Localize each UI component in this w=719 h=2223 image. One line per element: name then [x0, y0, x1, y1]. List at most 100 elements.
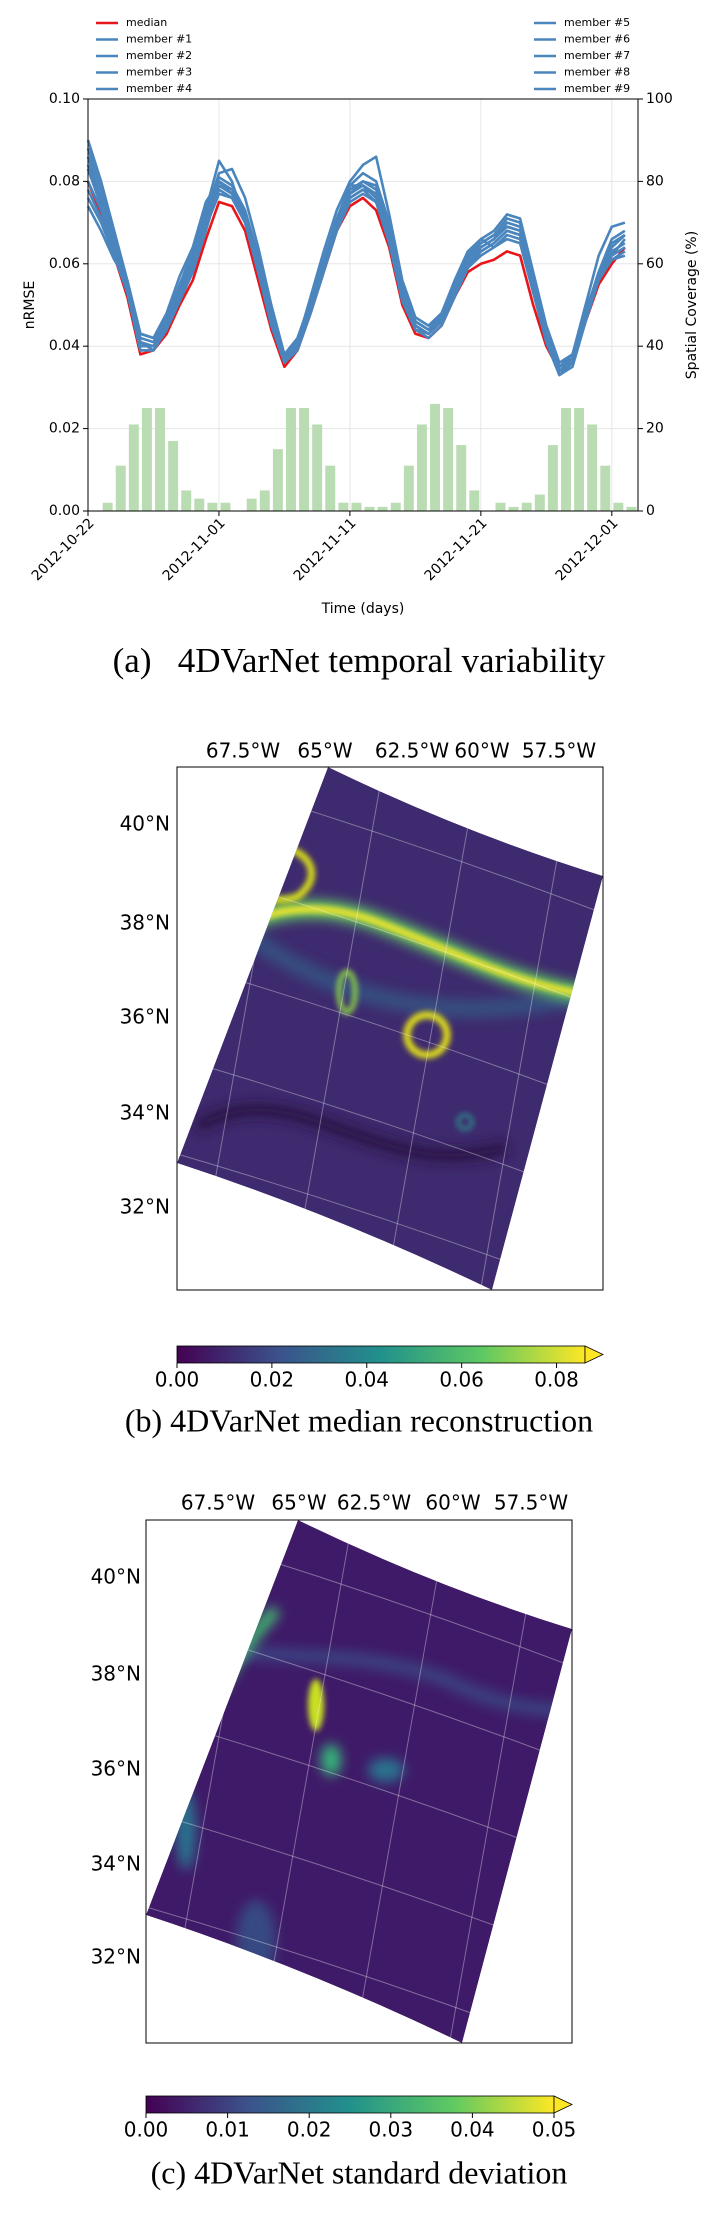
y-tick-label: 0.02 [49, 421, 80, 437]
line [86, 180, 626, 373]
spot [308, 1679, 324, 1731]
bar [495, 502, 506, 511]
graticule [286, 746, 388, 1311]
x-tick-label: 2012-11-01 [160, 515, 229, 584]
bar [102, 502, 113, 511]
colorbar-tick-label: 0.01 [205, 2118, 250, 2142]
bar [246, 498, 257, 511]
colorbar-tick-label: 0.04 [450, 2118, 495, 2142]
bar [456, 445, 467, 511]
plot-frame [87, 98, 639, 512]
lat-label: 40°N [91, 1565, 141, 1589]
lat-label: 36°N [91, 1757, 141, 1781]
lon-label: 60°W [425, 1491, 480, 1515]
caption: (c) 4DVarNet standard deviation [151, 2154, 568, 2190]
lon-label: 65°W [271, 1491, 326, 1515]
legend-label: member #7 [564, 49, 630, 62]
bar [390, 502, 401, 511]
colorbar [145, 2095, 555, 2114]
y-tick-label: 0.10 [49, 91, 80, 107]
texture [193, 1102, 510, 1163]
bar [299, 408, 310, 511]
lat-label: 32°N [91, 1945, 141, 1969]
bar [338, 502, 349, 511]
lon-label: 62.5°W [337, 1491, 412, 1515]
bar [469, 490, 480, 511]
graticule [135, 1903, 583, 2055]
bar [364, 506, 375, 511]
graticule [135, 1999, 583, 2151]
map-frame [145, 1519, 573, 2044]
bar [443, 408, 454, 511]
bar [325, 465, 336, 511]
bar [561, 408, 571, 511]
line [86, 139, 626, 364]
legend-label: member #1 [126, 33, 192, 46]
y2-axis-label: Spatial Coverage (%) [684, 231, 700, 379]
y2-tick-label: 40 [646, 338, 664, 354]
graticule [166, 958, 614, 1110]
bar [534, 494, 545, 511]
map-frame [176, 766, 604, 1291]
texture [225, 1643, 572, 1717]
lat-label: 36°N [120, 1005, 170, 1029]
line [86, 184, 626, 373]
caption: (b) 4DVarNet median reconstruction [125, 1402, 593, 1438]
bar [547, 445, 558, 511]
lon-label: 65°W [297, 739, 352, 763]
graticule [166, 766, 614, 918]
graticule [166, 1054, 614, 1206]
graticule [96, 746, 198, 1311]
x-tick-label: 2012-11-11 [291, 515, 360, 584]
spot [176, 1790, 196, 1870]
bar [181, 490, 192, 511]
graticule [166, 1246, 614, 1398]
colorbar-extend [584, 1345, 604, 1364]
bar [115, 465, 126, 511]
graticule [166, 1150, 614, 1302]
y2-tick-label: 0 [646, 503, 655, 519]
legend-label: member #6 [564, 33, 630, 46]
bar [351, 502, 362, 511]
colorbar-tick-label: 0.08 [534, 1368, 579, 1392]
y-axis-label: nRMSE [22, 281, 38, 329]
graticule [135, 1615, 583, 1767]
map-field [146, 1520, 572, 2043]
legend-label: member #8 [564, 66, 630, 79]
graticule [445, 1499, 547, 2064]
bar [128, 424, 139, 511]
lon-label: 67.5°W [206, 739, 281, 763]
bar [600, 465, 611, 511]
lat-label: 34°N [120, 1101, 170, 1125]
legend-label: member #4 [126, 82, 192, 95]
bar [155, 408, 165, 511]
graticule [255, 1499, 357, 2064]
y2-tick-label: 80 [646, 173, 664, 189]
bar [220, 502, 231, 511]
colorbar-tick-label: 0.02 [287, 2118, 332, 2142]
spot [368, 1758, 404, 1782]
colorbar-tick-label: 0.00 [124, 2118, 169, 2142]
y-tick-label: 0.06 [49, 256, 80, 272]
bar [626, 506, 637, 511]
lat-label: 38°N [120, 911, 170, 935]
lon-label: 67.5°W [181, 1491, 256, 1515]
graticule [476, 746, 578, 1311]
graticule [160, 1499, 262, 2064]
x-tick-label: 2012-10-22 [29, 515, 98, 584]
colorbar-tick-label: 0.02 [250, 1368, 295, 1392]
graticule [135, 1807, 583, 1959]
bar [207, 502, 218, 511]
bar [272, 449, 283, 511]
x-tick-label: 2012-11-21 [422, 515, 491, 584]
eddy [336, 969, 358, 1015]
x-tick-label: 2012-12-01 [553, 515, 622, 584]
graticule [166, 862, 614, 1014]
graticule [135, 1711, 583, 1863]
lon-label: 60°W [454, 739, 509, 763]
graticule [381, 746, 483, 1311]
graticule [350, 1499, 452, 2064]
legend-label: member #5 [564, 16, 630, 29]
y2-tick-label: 20 [646, 421, 664, 437]
